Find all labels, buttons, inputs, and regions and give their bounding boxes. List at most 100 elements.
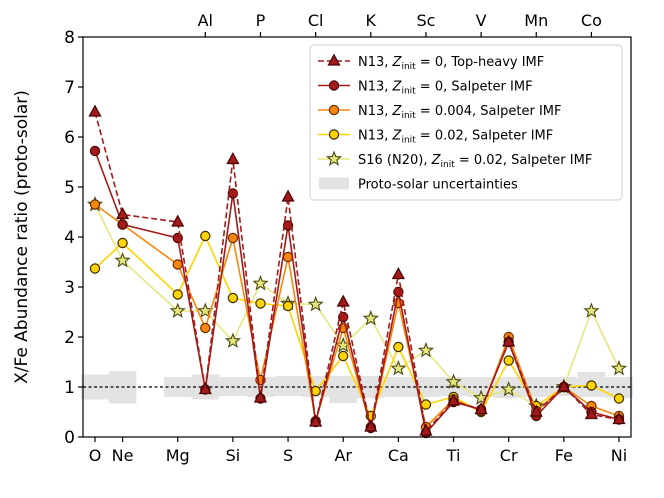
legend-marker-swatch: [328, 80, 340, 91]
data-point-al: [200, 322, 211, 334]
y-axis-label: X/Fe Abundance ratio (proto-solar): [12, 90, 32, 384]
data-point-o: [89, 145, 101, 157]
y-tick-label: 2: [64, 328, 75, 348]
top-tick-label-al: Al: [198, 11, 213, 30]
data-point-sc: [419, 423, 433, 436]
top-tick-label-p: P: [256, 11, 266, 30]
legend-label: N13, Zinit = 0.02, Salpeter IMF: [358, 129, 553, 146]
data-point-mg: [172, 259, 183, 270]
data-point-v: [474, 402, 488, 415]
y-tick-label: 0: [64, 428, 75, 448]
data-point-ca: [393, 341, 404, 353]
legend: N13, Zinit = 0, Top-heavy IMF N13, Zinit …: [309, 44, 623, 201]
legend-entry-n13-z-init-0-02-salpeter-imf: N13, Zinit = 0.02, Salpeter IMF: [318, 129, 553, 146]
data-point-mg: [169, 302, 186, 318]
data-point-sc: [417, 341, 435, 358]
x-tick-label-s: S: [283, 446, 293, 465]
legend-label: S16 (N20), Zinit = 0.02, Salpeter IMF: [358, 153, 592, 170]
top-tick-label-sc: Sc: [416, 11, 435, 30]
data-point-si: [224, 332, 242, 348]
legend-label: Proto-solar uncertainties: [358, 178, 518, 193]
data-point-ne: [114, 251, 131, 268]
x-tick-label-ca: Ca: [388, 446, 409, 465]
data-point-ar: [336, 294, 350, 307]
x-tick-label-ni: Ni: [611, 446, 627, 465]
data-point-ne: [115, 207, 130, 220]
data-point-cl: [309, 414, 323, 427]
data-point-co: [583, 302, 600, 318]
x-tick-label-fe: Fe: [555, 446, 573, 465]
data-point-mg: [171, 214, 185, 227]
y-tick-label: 1: [64, 378, 75, 398]
data-point-o: [89, 263, 101, 274]
top-tick-label-cl: Cl: [308, 11, 324, 30]
data-point-ca: [390, 359, 407, 376]
data-point-si: [226, 152, 240, 165]
data-point-ni: [612, 412, 626, 425]
data-point-k: [362, 309, 379, 326]
legend-label: N13, Zinit = 0, Top-heavy IMF: [358, 55, 544, 72]
legend-marker-swatch: [328, 104, 340, 116]
series-n13-z-init-0-top-heavy-imf: [88, 104, 626, 436]
series-group: [86, 104, 628, 439]
legend-marker-swatch: [327, 53, 341, 66]
x-tick-label-si: Si: [226, 446, 241, 465]
data-point-ne: [117, 237, 128, 249]
data-point-mg: [172, 289, 183, 300]
data-point-ti: [446, 393, 461, 406]
y-tick-label: 8: [64, 28, 75, 48]
data-point-al: [197, 302, 214, 318]
legend-entry-proto-solar-uncertainties: Proto-solar uncertainties: [319, 177, 518, 193]
top-tick-label-mn: Mn: [524, 11, 548, 30]
legend-band-swatch: [319, 177, 349, 190]
data-point-p: [255, 298, 266, 309]
x-tick-label-ti: Ti: [446, 446, 461, 465]
top-tick-label-v: V: [476, 11, 487, 30]
legend-label: N13, Zinit = 0, Salpeter IMF: [358, 80, 533, 97]
y-tick-label: 5: [64, 178, 75, 198]
y-tick-label: 7: [64, 78, 75, 98]
legend-entry-n13-z-init-0-top-heavy-imf: N13, Zinit = 0, Top-heavy IMF: [318, 53, 544, 72]
x-tick-label-cr: Cr: [500, 446, 518, 465]
top-tick-label-co: Co: [581, 11, 602, 30]
legend-marker-swatch: [328, 129, 340, 140]
data-point-al: [200, 230, 211, 242]
legend-box: [309, 44, 623, 201]
y-tick-label: 6: [64, 128, 75, 148]
x-tick-label-o: O: [89, 446, 102, 465]
top-tick-label-k: K: [366, 11, 377, 30]
data-point-mn: [529, 404, 543, 417]
x-tick-label-mg: Mg: [166, 446, 190, 465]
data-point-si: [227, 232, 239, 244]
data-point-o: [88, 104, 102, 117]
legend-marker-swatch: [325, 150, 343, 166]
data-point-s: [282, 300, 294, 312]
data-point-cr: [503, 355, 514, 366]
data-point-o: [89, 199, 101, 210]
data-point-co: [584, 407, 599, 420]
data-point-ni: [610, 359, 628, 376]
legend-entry-n13-z-init-0-salpeter-imf: N13, Zinit = 0, Salpeter IMF: [318, 80, 533, 97]
data-point-si: [227, 292, 239, 304]
data-point-sc: [420, 399, 432, 410]
data-point-k: [364, 419, 378, 432]
data-point-p: [253, 390, 268, 403]
data-point-cl: [307, 295, 324, 312]
data-point-ni: [613, 393, 625, 404]
data-point-ne: [117, 219, 128, 230]
data-point-fe: [557, 379, 571, 392]
data-point-p: [252, 274, 269, 291]
x-tick-label-ne: Ne: [112, 446, 134, 465]
y-tick-label: 3: [64, 278, 75, 298]
y-tick-label: 4: [64, 228, 75, 248]
data-point-ca: [391, 267, 405, 280]
data-point-co: [586, 380, 597, 391]
axes: 0 1 2 3 4 5 6 7 8 O Ne Mg Si S Ar Ca Ti Cr Fe Ni Al P Cl K Sc V Mn…: [64, 11, 627, 465]
uncertainty-band-ar: [329, 376, 357, 403]
data-point-ti: [445, 373, 462, 389]
data-point-s: [281, 189, 295, 202]
data-point-cr: [502, 334, 516, 347]
x-tick-label-ar: Ar: [334, 446, 352, 465]
data-point-al: [198, 382, 212, 395]
